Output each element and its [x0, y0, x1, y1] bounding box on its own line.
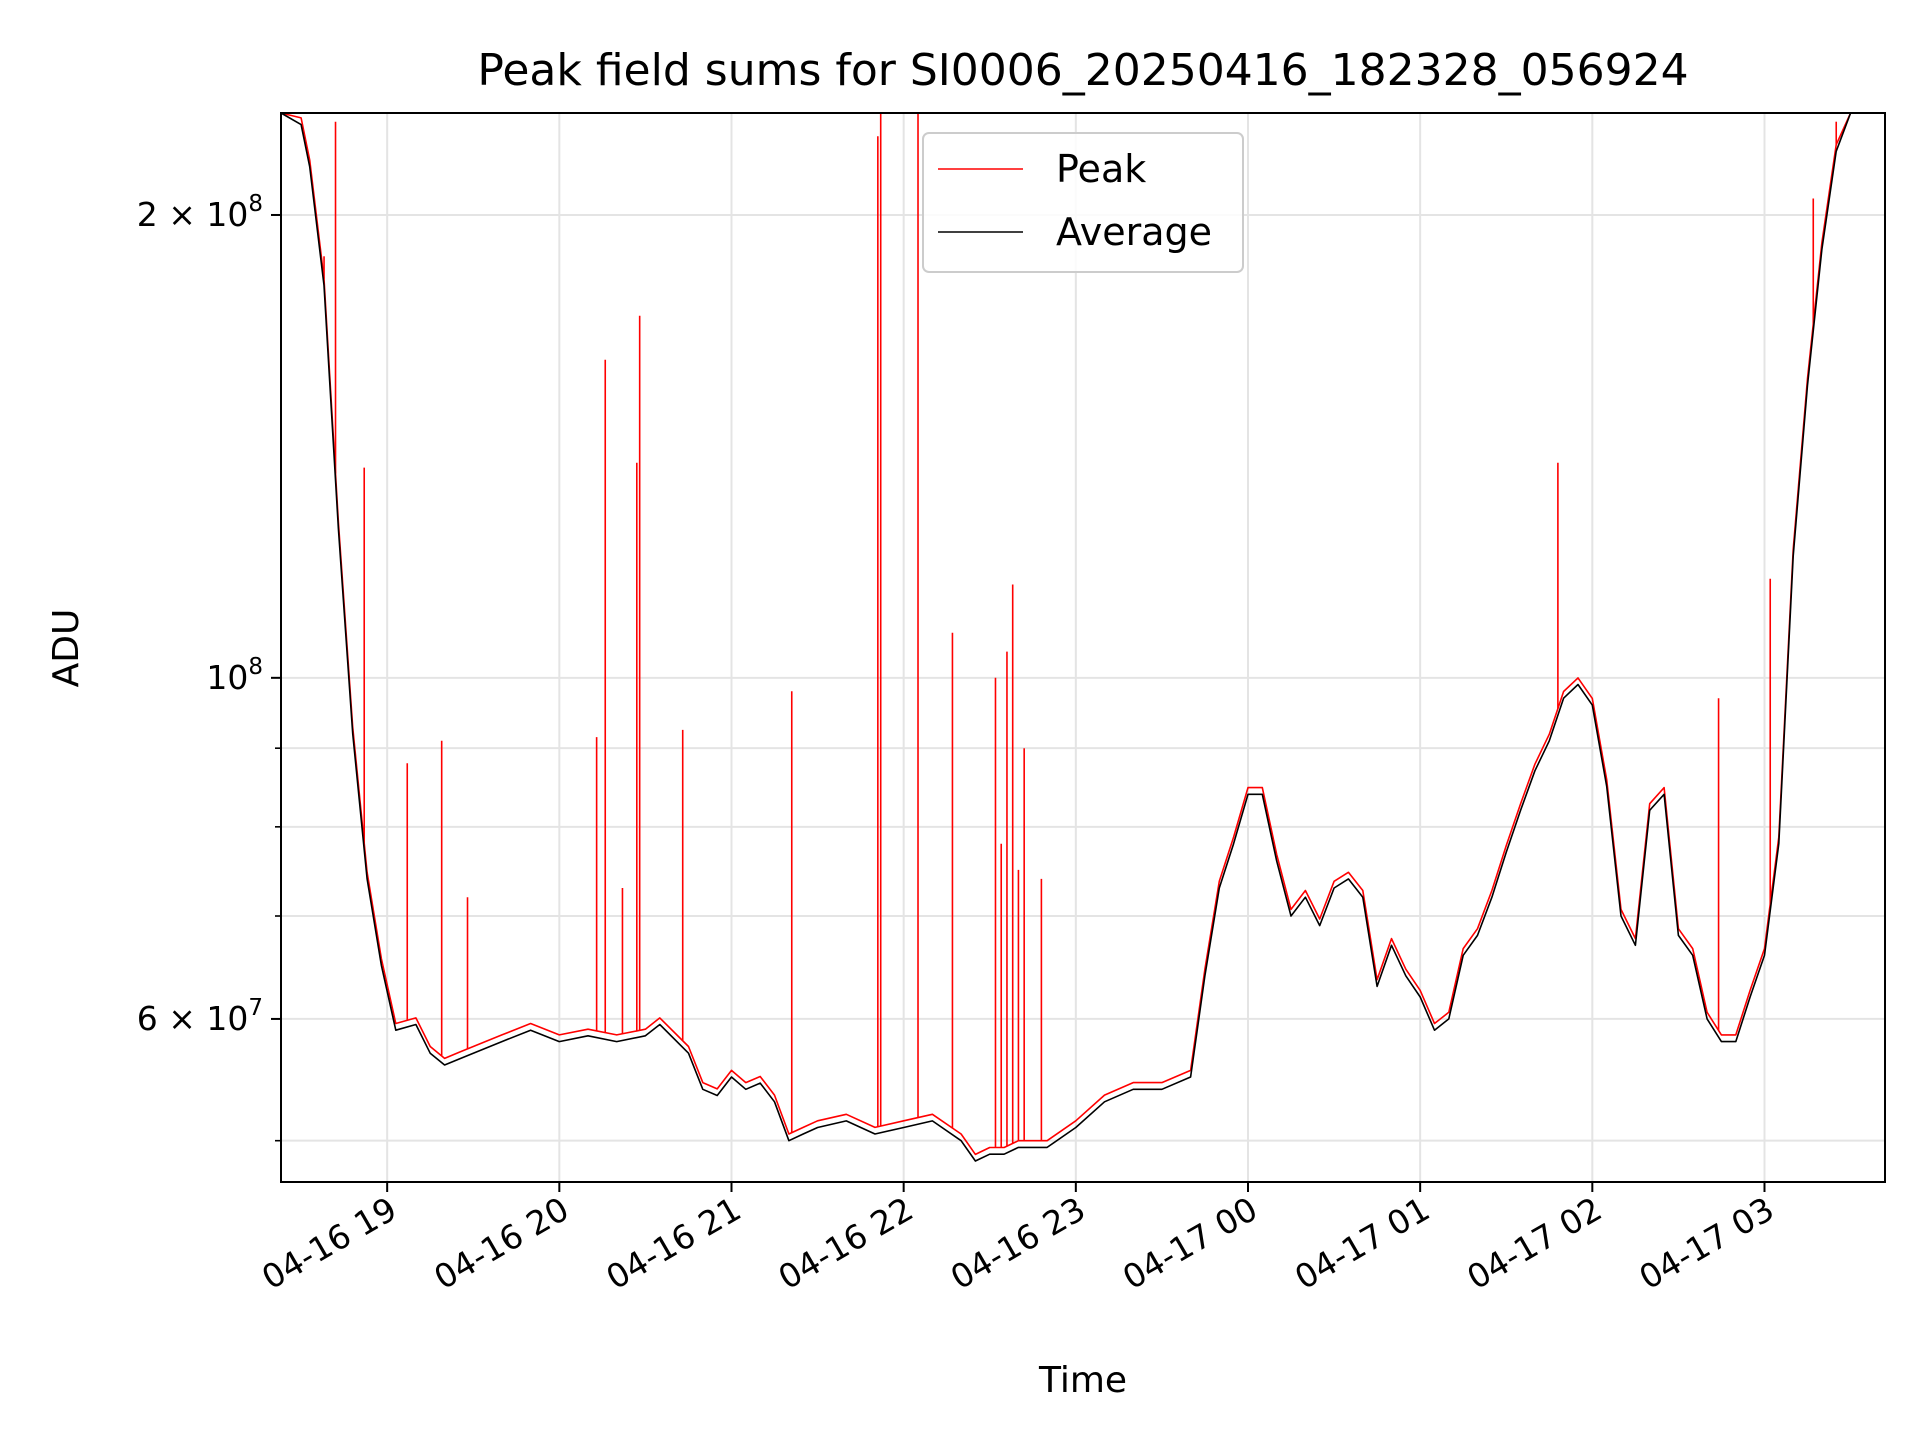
legend: Peak Average: [922, 132, 1244, 273]
chart-title: Peak field sums for SI0006_20250416_1823…: [477, 45, 1688, 96]
x-axis-label: Time: [1038, 1360, 1127, 1401]
legend-label-peak: Peak: [1056, 147, 1146, 191]
y-tick-label: 2 × 108: [137, 191, 263, 234]
data-layer: [280, 112, 1885, 1162]
plot-frame: [280, 112, 1886, 1183]
y-tick-label: 108: [206, 654, 263, 697]
y-axis-label: ADU: [46, 609, 87, 688]
series-line-peak: [280, 112, 1885, 1156]
legend-label-average: Average: [1056, 210, 1212, 254]
grid-layer: [281, 113, 1885, 1182]
y-tick-label: 6 × 107: [137, 995, 263, 1038]
series-line-average: [280, 112, 1885, 1162]
legend-box: [922, 132, 1244, 273]
